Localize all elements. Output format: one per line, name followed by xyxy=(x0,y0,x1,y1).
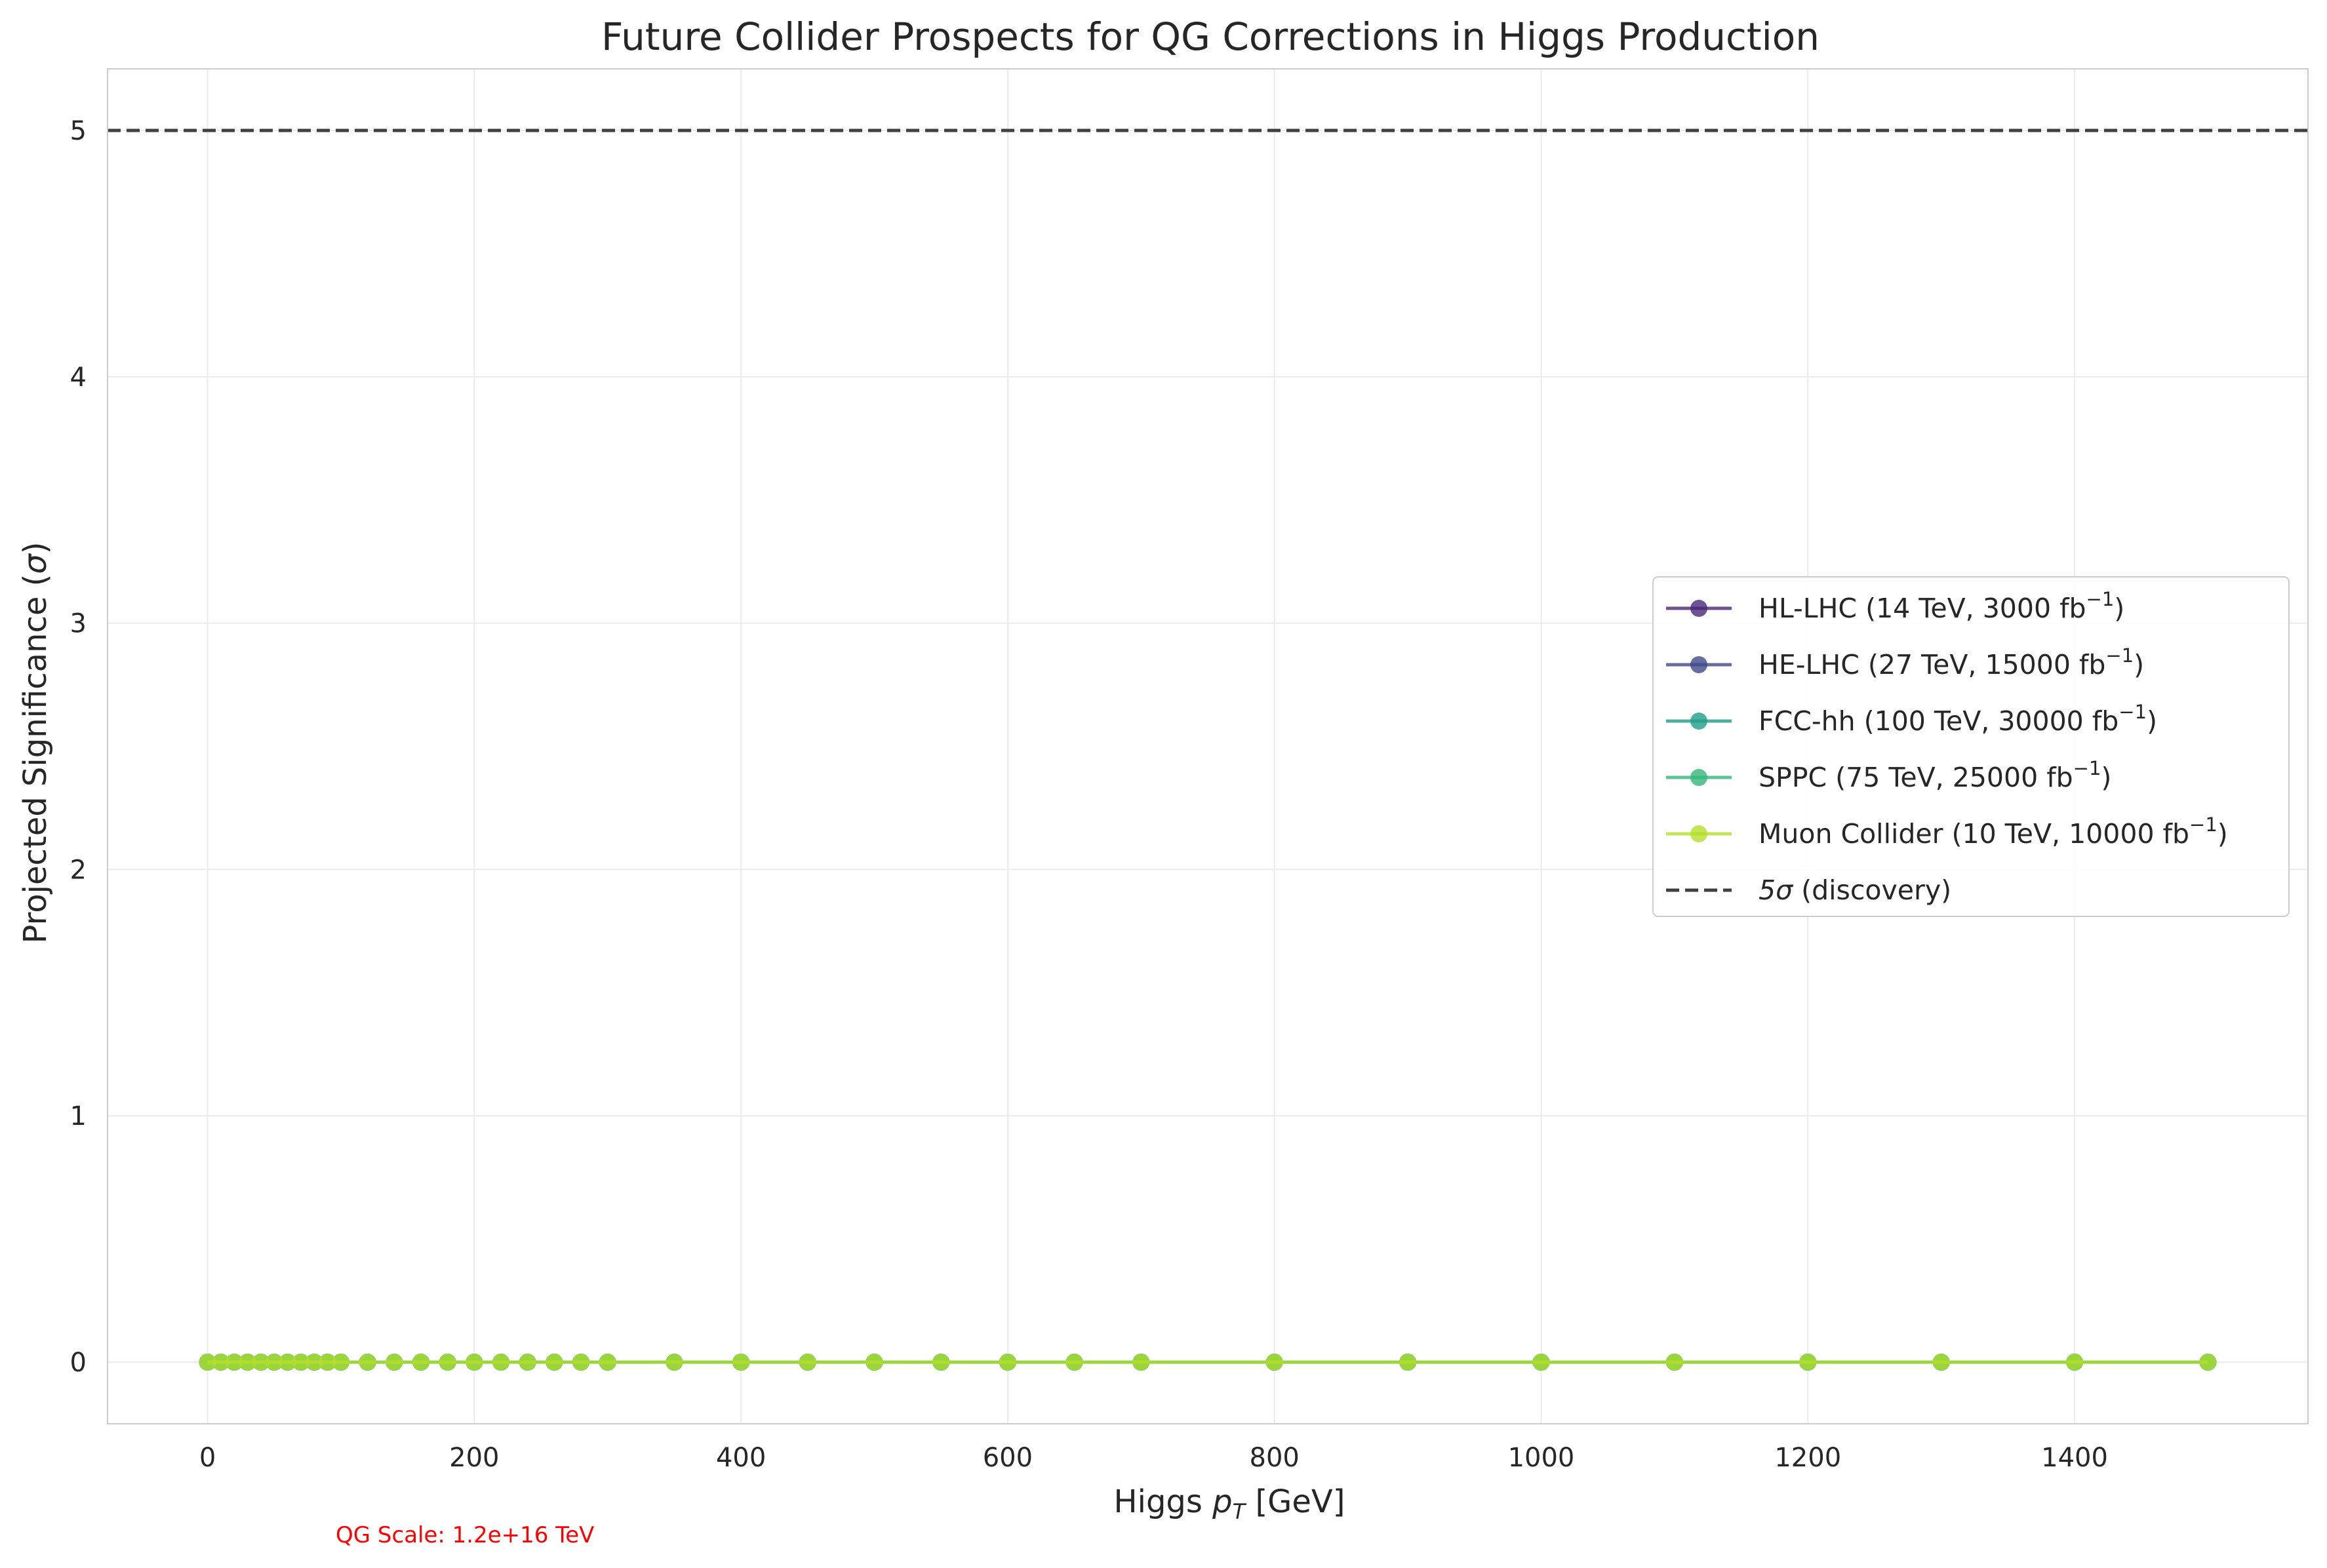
data-point xyxy=(412,1354,429,1371)
legend-label: Muon Collider (10 TeV, 10000 fb−1) xyxy=(1759,813,2228,850)
data-point xyxy=(332,1354,349,1371)
data-point xyxy=(999,1354,1016,1371)
y-tick-label: 3 xyxy=(70,609,87,639)
data-point xyxy=(1932,1354,1950,1371)
legend-label: SPPC (75 TeV, 25000 fb−1) xyxy=(1759,757,2111,793)
y-axis-ticks: 0 1 2 3 4 5 xyxy=(70,116,87,1378)
chart-title: Future Collider Prospects for QG Correct… xyxy=(601,14,1820,59)
series-5 xyxy=(199,1354,2217,1371)
x-tick-label: 1200 xyxy=(1774,1443,1841,1473)
x-tick-label: 800 xyxy=(1250,1443,1300,1473)
data-point xyxy=(199,1354,216,1371)
data-point xyxy=(266,1354,283,1371)
legend-marker xyxy=(1690,769,1707,786)
data-point xyxy=(1065,1354,1083,1371)
legend-marker xyxy=(1690,600,1707,617)
legend-label: 5σ (discovery) xyxy=(1759,874,1951,906)
x-tick-label: 200 xyxy=(449,1443,499,1473)
x-tick-label: 600 xyxy=(983,1443,1033,1473)
legend-item-reference: 5σ (discovery) xyxy=(1666,874,1951,906)
data-point xyxy=(306,1354,323,1371)
y-tick-label: 4 xyxy=(70,363,87,393)
legend-marker xyxy=(1690,825,1707,842)
data-point xyxy=(932,1354,950,1371)
data-point xyxy=(519,1354,536,1371)
data-point xyxy=(439,1354,456,1371)
plot-frame xyxy=(107,68,2309,1424)
x-tick-label: 1000 xyxy=(1508,1443,1575,1473)
data-point xyxy=(466,1354,483,1371)
y-tick-label: 1 xyxy=(70,1101,87,1131)
legend-marker xyxy=(1690,656,1707,673)
legend: HL-LHC (14 TeV, 3000 fb−1) HE-LHC (27 TeV… xyxy=(1652,576,2290,917)
legend-item: HL-LHC (14 TeV, 3000 fb−1) xyxy=(1666,588,2124,624)
data-point xyxy=(239,1354,256,1371)
legend-item: FCC-hh (100 TeV, 30000 fb−1) xyxy=(1666,701,2157,737)
data-point xyxy=(865,1354,883,1371)
data-point xyxy=(1532,1354,1550,1371)
data-point xyxy=(799,1354,816,1371)
data-point xyxy=(292,1354,309,1371)
x-axis-ticks: 0 200 400 600 800 1000 1200 1400 xyxy=(199,1443,2108,1473)
legend-label: FCC-hh (100 TeV, 30000 fb−1) xyxy=(1759,701,2157,737)
data-point xyxy=(546,1354,563,1371)
legend-item: Muon Collider (10 TeV, 10000 fb−1) xyxy=(1666,813,2228,850)
data-point xyxy=(732,1354,750,1371)
series-group xyxy=(199,1354,2217,1371)
legend-box xyxy=(1652,576,2290,917)
data-point xyxy=(319,1354,336,1371)
x-tick-label: 1400 xyxy=(2041,1443,2108,1473)
data-point xyxy=(359,1354,376,1371)
data-point xyxy=(492,1354,510,1371)
legend-label: HL-LHC (14 TeV, 3000 fb−1) xyxy=(1759,588,2124,624)
x-tick-label: 400 xyxy=(716,1443,766,1473)
data-point xyxy=(1399,1354,1417,1371)
legend-marker xyxy=(1690,713,1707,730)
data-point xyxy=(2199,1354,2217,1371)
data-point xyxy=(1799,1354,1817,1371)
data-point xyxy=(212,1354,229,1371)
legend-item: SPPC (75 TeV, 25000 fb−1) xyxy=(1666,757,2111,793)
data-point xyxy=(1265,1354,1283,1371)
y-tick-label: 2 xyxy=(70,855,87,885)
data-point xyxy=(386,1354,403,1371)
data-point xyxy=(252,1354,269,1371)
legend-item: HE-LHC (27 TeV, 15000 fb−1) xyxy=(1666,644,2144,680)
data-point xyxy=(1665,1354,1683,1371)
y-tick-label: 5 xyxy=(70,116,87,146)
qg-scale-annotation: QG Scale: 1.2e+16 TeV xyxy=(336,1522,594,1548)
data-point xyxy=(2066,1354,2084,1371)
y-axis-label: Projected Significance (σ) xyxy=(17,541,54,943)
data-point xyxy=(279,1354,296,1371)
data-point xyxy=(572,1354,590,1371)
x-axis-label: Higgs pT [GeV] xyxy=(1114,1483,1345,1524)
x-tick-label: 0 xyxy=(199,1443,216,1473)
data-point xyxy=(226,1354,243,1371)
data-point xyxy=(666,1354,683,1371)
data-point xyxy=(599,1354,616,1371)
y-tick-label: 0 xyxy=(70,1348,87,1378)
legend-label: HE-LHC (27 TeV, 15000 fb−1) xyxy=(1759,644,2144,680)
legend-items: HL-LHC (14 TeV, 3000 fb−1) HE-LHC (27 TeV… xyxy=(1666,588,2228,906)
data-point xyxy=(1132,1354,1150,1371)
